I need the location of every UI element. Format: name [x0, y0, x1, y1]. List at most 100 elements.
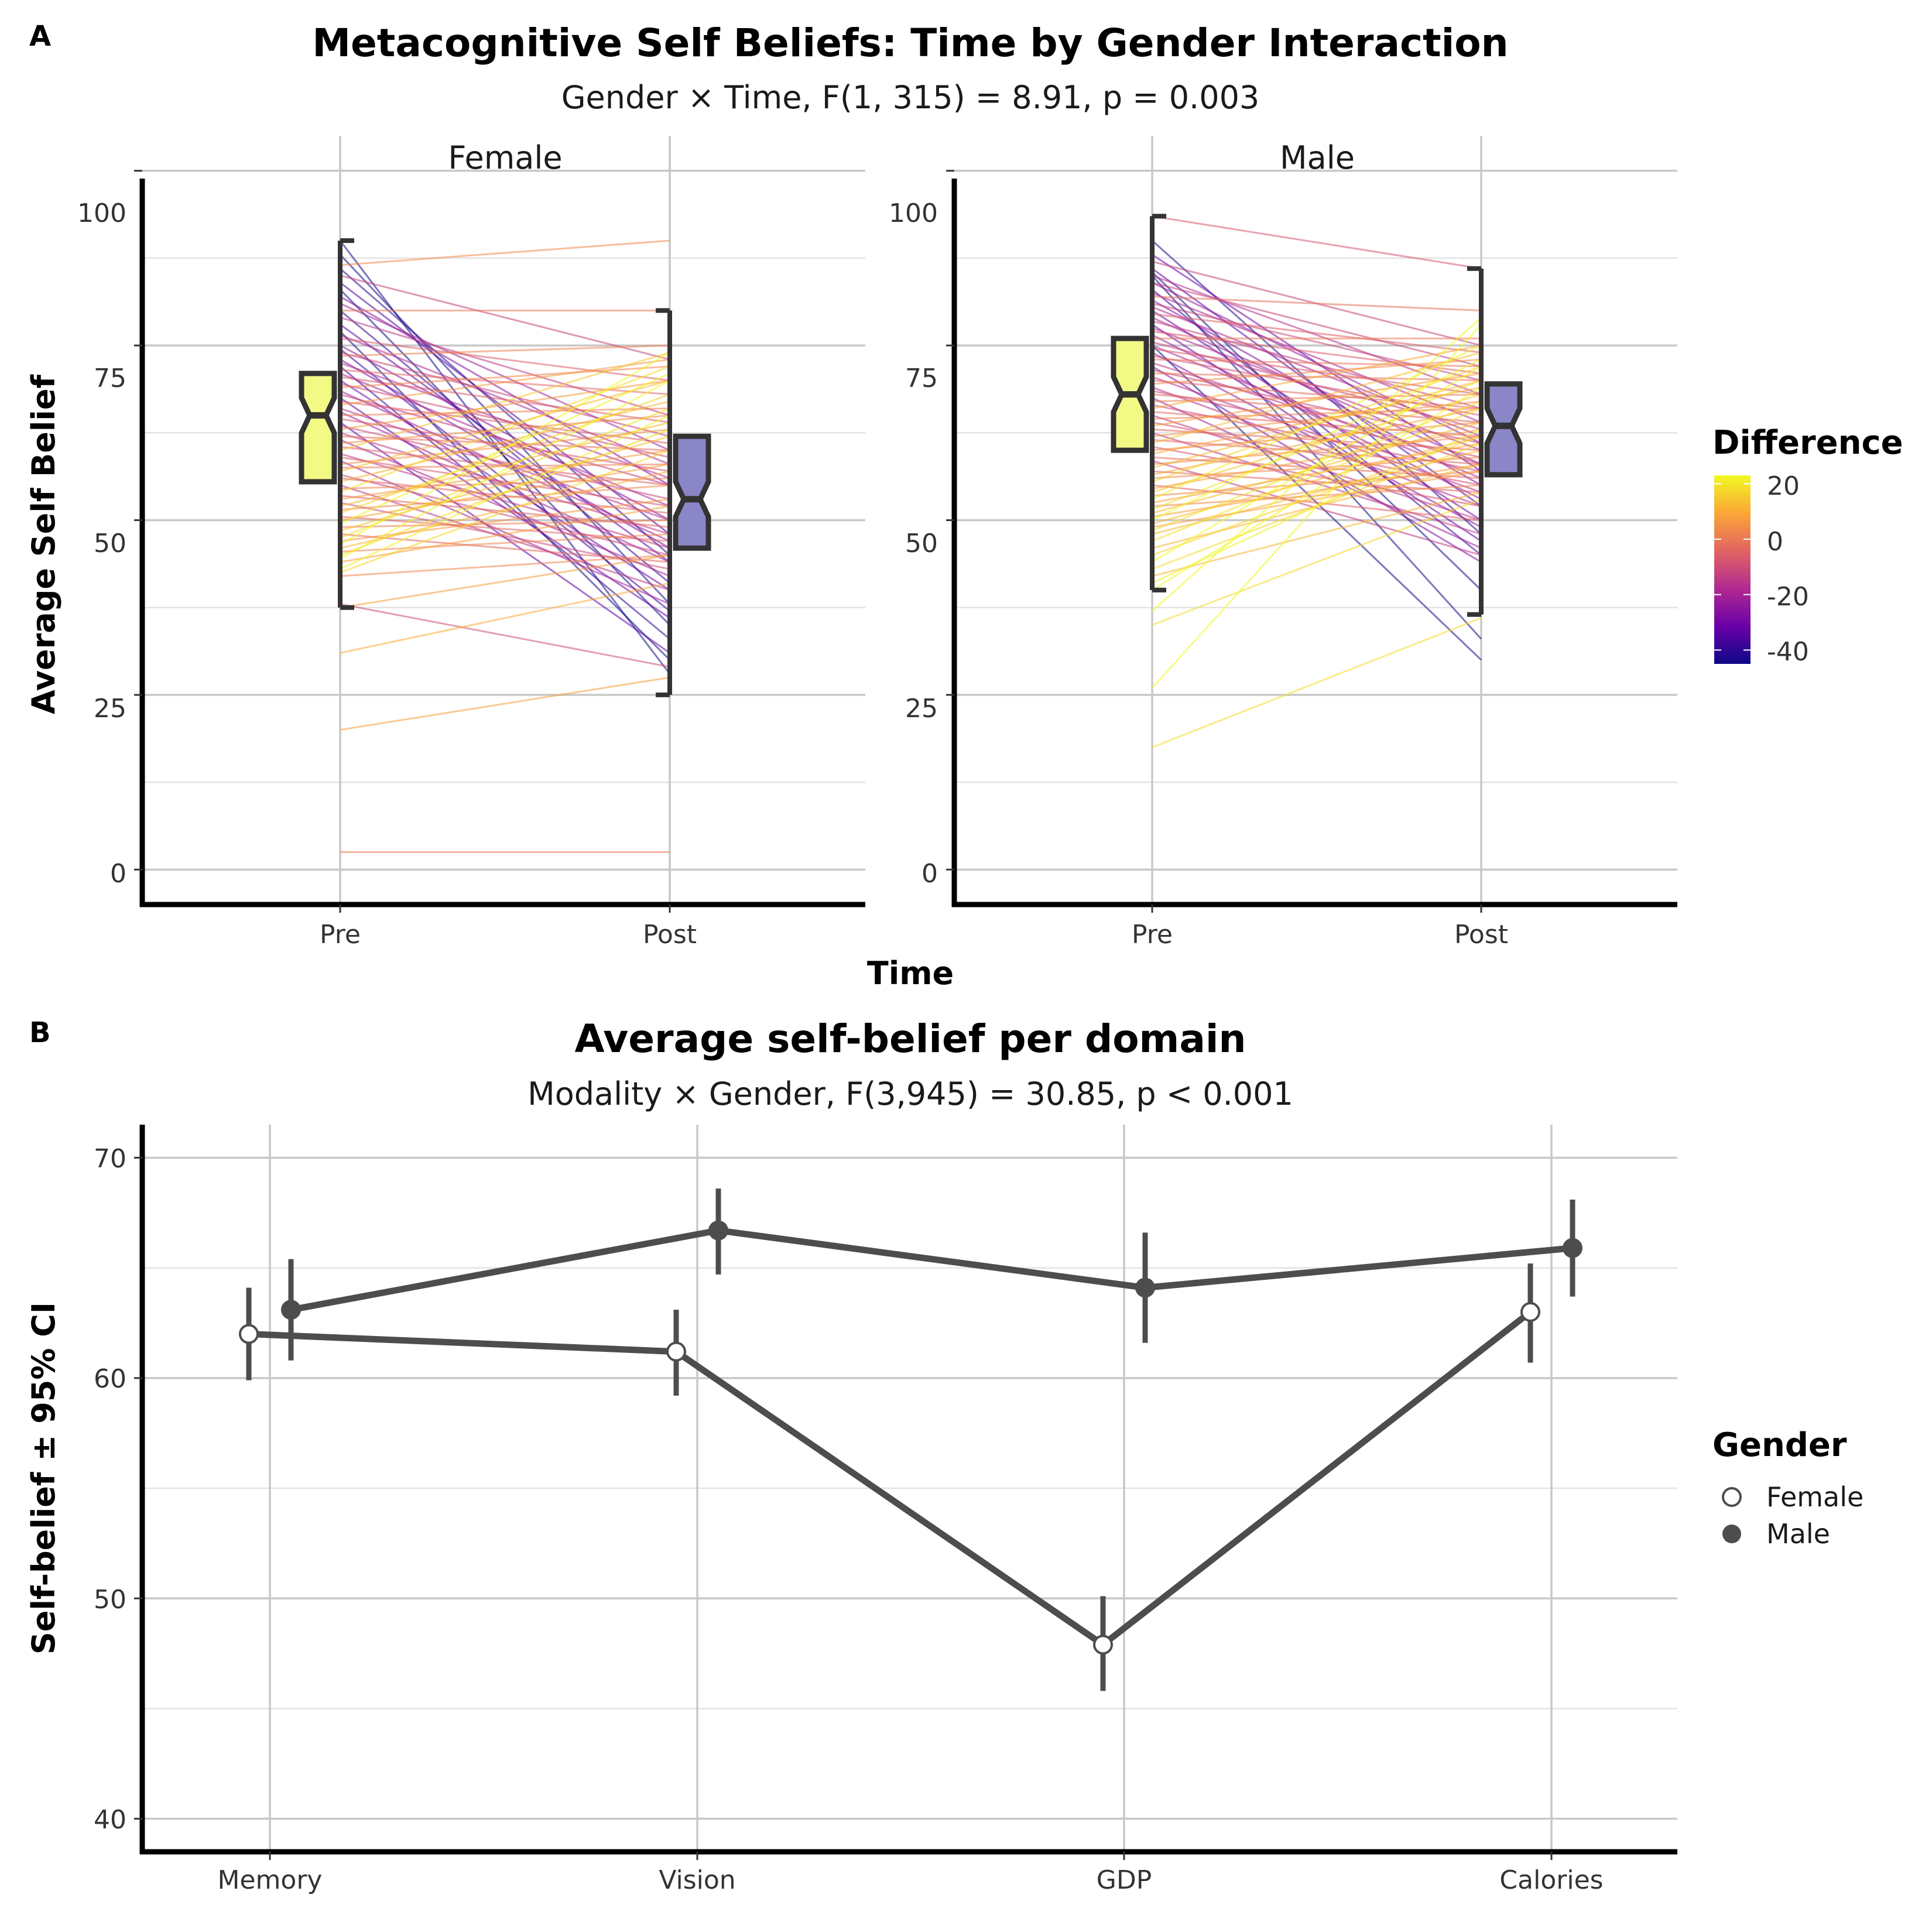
- x-tick-label: GDP: [1097, 1865, 1152, 1895]
- whisker: [338, 238, 354, 610]
- panel-b-subtitle: Modality × Gender, F(3,945) = 30.85, p <…: [527, 1075, 1293, 1112]
- panel-a-y-axis-label: Average Self Belief: [25, 374, 62, 714]
- difference-legend-title: Difference: [1712, 424, 1903, 462]
- pair-line: [340, 554, 670, 609]
- pair-line: [1152, 491, 1482, 577]
- pair-line: [340, 554, 670, 577]
- pair-line: [340, 358, 670, 406]
- x-tick-label: Post: [1454, 920, 1508, 950]
- pair-line: [1152, 407, 1482, 542]
- pair-line: [340, 449, 670, 501]
- pair-line: [1152, 400, 1482, 437]
- panel-b-y-axis-label: Self-belief ± 95% CI: [25, 1302, 62, 1654]
- pair-line: [340, 417, 670, 472]
- pair-line: [340, 603, 670, 668]
- legend-male-marker: [1722, 1525, 1741, 1543]
- pair-line: [340, 463, 670, 469]
- pair-line: [1152, 435, 1482, 465]
- pair-line: [1152, 344, 1482, 409]
- panel-a-subtitle: Gender × Time, F(1, 315) = 8.91, p = 0.0…: [561, 79, 1260, 116]
- x-tick-label: Pre: [1132, 920, 1173, 950]
- panel-b-label: B: [29, 1016, 51, 1049]
- point: [1093, 1635, 1113, 1655]
- pair-line: [340, 477, 670, 515]
- legend-female-label: Female: [1766, 1481, 1864, 1513]
- y-tick-label: 70: [94, 1144, 126, 1174]
- pair-line: [340, 470, 670, 549]
- panel-b-series: [239, 1188, 1582, 1691]
- y-tick-label: 0: [110, 859, 126, 889]
- whisker: [1150, 214, 1166, 592]
- y-tick-label: 50: [905, 529, 938, 559]
- pair-line: [1152, 320, 1482, 409]
- pair-line: [1152, 463, 1482, 518]
- pair-line: [340, 344, 670, 357]
- pair-line: [340, 415, 670, 570]
- facet-male-grid: [954, 136, 1677, 905]
- y-tick-label: 40: [94, 1805, 126, 1835]
- series-line: [290, 1227, 1573, 1313]
- colorbar-tick-label: -40: [1767, 637, 1809, 667]
- pair-line: [340, 519, 670, 528]
- point: [281, 1300, 301, 1320]
- pair-line: [340, 239, 670, 266]
- pair-line: [1152, 292, 1482, 423]
- facet-female-y-ticks: 0 25 50 75 100: [77, 198, 126, 889]
- y-tick-label: 25: [905, 694, 938, 724]
- pair-line: [340, 484, 670, 591]
- pair-line: [340, 533, 670, 563]
- pair-line: [340, 407, 670, 539]
- colorbar-tick-marks: [1714, 483, 1751, 651]
- pair-line: [1152, 428, 1482, 490]
- pair-line: [340, 379, 670, 472]
- pair-line: [340, 348, 670, 612]
- pair-line: [1152, 282, 1482, 368]
- series-male: [281, 1188, 1582, 1361]
- y-tick-label: 60: [94, 1364, 126, 1394]
- panel-a-title: Metacognitive Self Beliefs: Time by Gend…: [312, 20, 1508, 66]
- panel-a-label: A: [29, 20, 51, 53]
- series-female: [239, 1263, 1540, 1691]
- pair-line: [1152, 421, 1482, 451]
- y-tick-label: 100: [77, 198, 126, 228]
- box: [299, 371, 337, 485]
- pair-line: [340, 365, 670, 389]
- pair-line: [1152, 296, 1482, 311]
- point: [1135, 1277, 1155, 1298]
- box: [673, 433, 711, 551]
- pair-line: [340, 383, 670, 458]
- pair-line: [1152, 275, 1482, 396]
- pair-line: [340, 379, 670, 560]
- pair-line: [340, 453, 670, 549]
- difference-legend: Difference 20 0 -20 -40: [1712, 424, 1903, 667]
- pair-line: [1152, 435, 1482, 556]
- x-tick-label: Memory: [218, 1865, 323, 1895]
- pair-line: [1151, 324, 1482, 688]
- pair-line: [1152, 334, 1482, 501]
- pair-line: [340, 474, 670, 556]
- colorbar-tick-label: -20: [1767, 582, 1809, 612]
- pair-line: [340, 449, 670, 574]
- panel-a-x-axis-label: Time: [867, 955, 954, 992]
- legend-female-marker: [1722, 1487, 1742, 1507]
- pair-line: [340, 365, 670, 640]
- pair-line: [1152, 393, 1482, 423]
- pair-line: [1152, 215, 1482, 270]
- facet-male-pair-lines: [1151, 215, 1482, 748]
- x-tick-label: Post: [643, 920, 697, 950]
- panel-a: A Metacognitive Self Beliefs: Time by Ge…: [25, 20, 1903, 992]
- pair-line: [1152, 313, 1482, 354]
- pair-line: [340, 456, 670, 508]
- pair-line: [1152, 268, 1482, 507]
- point: [708, 1220, 728, 1241]
- pair-line: [1152, 470, 1482, 497]
- panel-b-grid: [142, 1125, 1677, 1852]
- point: [239, 1324, 259, 1344]
- pair-line: [340, 676, 670, 731]
- gender-legend-title: Gender: [1712, 1426, 1847, 1464]
- pair-line: [1152, 446, 1482, 508]
- legend-male-label: Male: [1766, 1518, 1830, 1550]
- pair-line: [1152, 470, 1482, 528]
- pair-line: [1152, 421, 1482, 515]
- panel-b-title: Average self-belief per domain: [575, 1016, 1246, 1061]
